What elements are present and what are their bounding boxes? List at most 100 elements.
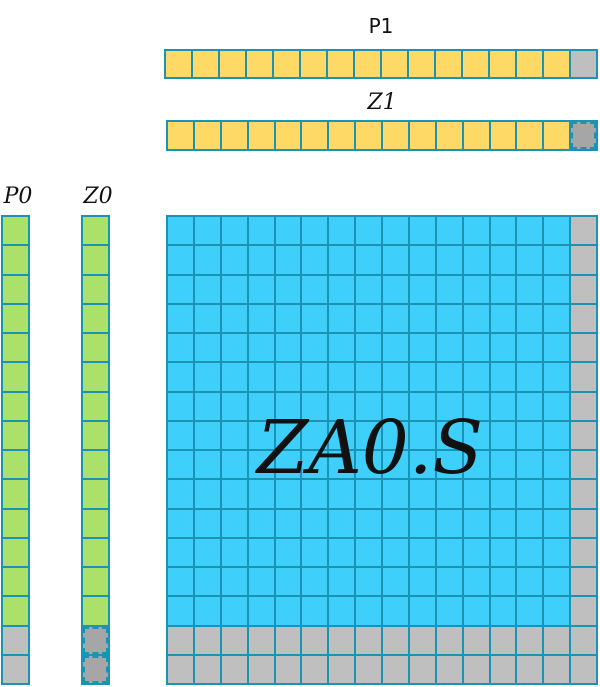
active-element: [168, 122, 193, 149]
active-tile-cell: [517, 217, 543, 245]
active-element: [490, 51, 515, 77]
active-tile-cell: [490, 451, 516, 479]
active-tile-cell: [383, 597, 408, 625]
active-tile-cell: [356, 275, 381, 303]
active-tile-cell: [194, 451, 220, 479]
active-tile-cell: [194, 275, 220, 303]
active-tile-cell: [436, 509, 462, 537]
active-tile-cell: [544, 275, 570, 303]
inactive-tile-cell: [544, 655, 570, 683]
active-tile-cell: [436, 304, 462, 332]
active-tile-cell: [436, 275, 462, 303]
active-tile-cell: [248, 421, 274, 449]
inactive-tile-cell: [248, 655, 274, 683]
active-tile-cell: [383, 217, 408, 245]
active-element: [3, 480, 28, 508]
inactive-tile-cell: [517, 626, 543, 654]
active-element: [83, 421, 108, 449]
inactive-tile-cell: [221, 655, 247, 683]
active-tile-cell: [436, 246, 462, 274]
active-element: [3, 304, 28, 332]
inactive-tile-cell: [329, 655, 355, 683]
active-tile-cell: [221, 334, 247, 362]
active-tile-cell: [221, 421, 247, 449]
z0-vector-column: [81, 215, 110, 685]
active-tile-cell: [329, 304, 355, 332]
inactive-tile-cell: [571, 626, 596, 654]
inactive-tile-cell: [571, 363, 596, 391]
active-tile-cell: [168, 217, 193, 245]
active-tile-cell: [168, 334, 193, 362]
active-tile-cell: [194, 480, 220, 508]
active-tile-cell: [194, 304, 220, 332]
active-tile-cell: [490, 480, 516, 508]
active-tile-cell: [356, 451, 381, 479]
active-element: [463, 122, 489, 149]
active-tile-cell: [329, 334, 355, 362]
active-tile-cell: [168, 421, 193, 449]
active-tile-cell: [383, 568, 408, 596]
active-tile-cell: [490, 363, 516, 391]
inactive-tile-cell: [383, 626, 408, 654]
active-tile-cell: [517, 304, 543, 332]
active-tile-cell: [168, 451, 193, 479]
active-tile-cell: [302, 304, 328, 332]
active-tile-cell: [409, 246, 435, 274]
inactive-tile-cell: [329, 626, 355, 654]
active-tile-cell: [463, 421, 489, 449]
active-tile-cell: [302, 217, 328, 245]
active-tile-cell: [544, 363, 570, 391]
active-element: [409, 122, 435, 149]
active-tile-cell: [194, 246, 220, 274]
active-tile-cell: [490, 421, 516, 449]
za0s-label: ZA0.S: [256, 405, 484, 491]
active-element: [83, 509, 108, 537]
active-tile-cell: [383, 509, 408, 537]
active-tile-cell: [329, 275, 355, 303]
active-tile-cell: [275, 509, 301, 537]
active-tile-cell: [463, 509, 489, 537]
active-tile-cell: [168, 480, 193, 508]
inactive-tile-cell: [571, 451, 596, 479]
active-tile-cell: [490, 217, 516, 245]
active-element: [3, 509, 28, 537]
inactive-tile-cell: [221, 626, 247, 654]
active-element: [83, 304, 108, 332]
active-tile-cell: [302, 451, 328, 479]
active-element: [83, 363, 108, 391]
active-element: [83, 246, 108, 274]
active-element: [3, 392, 28, 420]
p1-label: P1: [368, 14, 394, 38]
active-tile-cell: [490, 246, 516, 274]
active-element: [194, 122, 220, 149]
inactive-tile-cell: [571, 480, 596, 508]
inactive-tile-cell: [571, 246, 596, 274]
active-tile-cell: [275, 363, 301, 391]
active-tile-cell: [436, 568, 462, 596]
active-element: [248, 122, 274, 149]
active-element: [355, 51, 380, 77]
active-tile-cell: [544, 392, 570, 420]
active-tile-cell: [517, 392, 543, 420]
active-tile-cell: [409, 363, 435, 391]
active-element: [3, 421, 28, 449]
active-tile-cell: [248, 509, 274, 537]
active-tile-cell: [248, 334, 274, 362]
active-element: [221, 122, 247, 149]
active-tile-cell: [544, 217, 570, 245]
p0-label: P0: [3, 184, 33, 209]
active-tile-cell: [275, 334, 301, 362]
active-tile-cell: [275, 568, 301, 596]
active-tile-cell: [544, 334, 570, 362]
active-element: [3, 538, 28, 566]
active-tile-cell: [302, 597, 328, 625]
inactive-tile-cell: [571, 421, 596, 449]
active-tile-cell: [194, 509, 220, 537]
active-tile-cell: [383, 275, 408, 303]
active-tile-cell: [329, 509, 355, 537]
inactive-tile-cell: [571, 509, 596, 537]
active-tile-cell: [275, 246, 301, 274]
active-tile-cell: [221, 568, 247, 596]
inactive-tile-cell: [490, 626, 516, 654]
active-element: [517, 51, 542, 77]
